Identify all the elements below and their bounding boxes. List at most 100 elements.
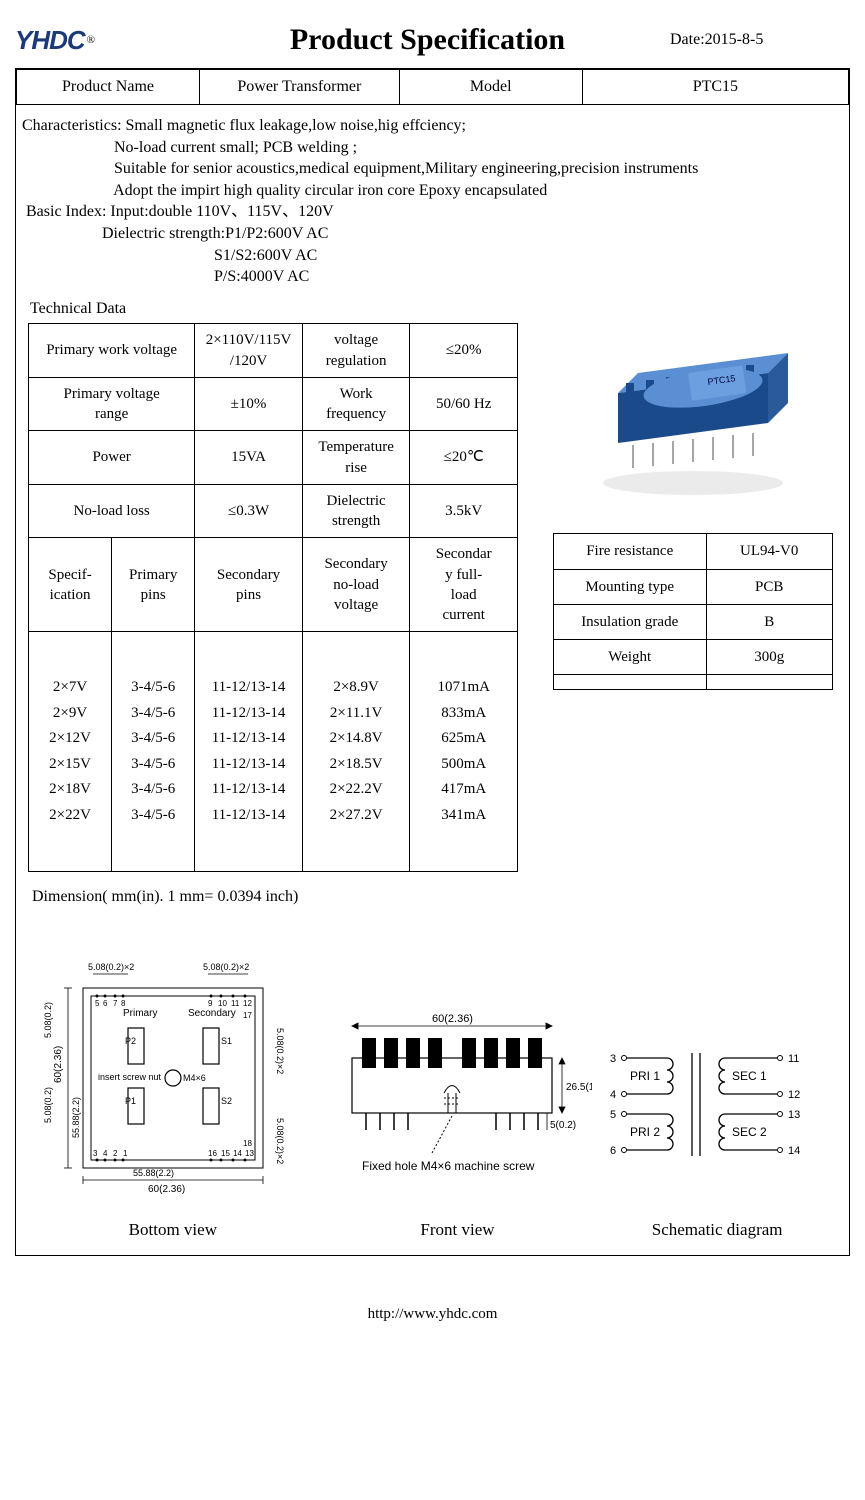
svg-text:13: 13 [245, 1149, 254, 1158]
svg-text:5.08(0.2)×2: 5.08(0.2)×2 [203, 962, 249, 972]
table-row: Primary voltage range ±10% Work frequenc… [29, 377, 518, 431]
date: Date:2015-8-5 [670, 31, 850, 49]
product-name-value: Power Transformer [200, 70, 400, 105]
cell: Temperature rise [302, 431, 410, 485]
blank-label [553, 675, 706, 690]
front-caption: Front view [322, 1219, 592, 1242]
dielectric1: Dielectric strength:P1/P2:600V AC [22, 223, 843, 245]
svg-text:5: 5 [610, 1109, 616, 1121]
dielectric3: P/S:4000V AC [22, 266, 843, 288]
tech-table: Primary work voltage 2×110V/115V /120V v… [28, 323, 518, 872]
insul-label: Insulation grade [553, 604, 706, 639]
svg-text:insert screw nut: insert screw nut [98, 1072, 162, 1082]
insul-value: B [706, 604, 832, 639]
table-row [553, 675, 832, 690]
svg-text:5: 5 [95, 999, 100, 1008]
svg-text:55.88(2.2): 55.88(2.2) [71, 1097, 81, 1138]
svg-text:4: 4 [103, 1149, 108, 1158]
cell: Primary work voltage [29, 324, 195, 378]
svg-text:18: 18 [243, 1139, 252, 1148]
cell: 11-12/13-14 11-12/13-14 11-12/13-14 11-1… [195, 632, 303, 872]
svg-text:12: 12 [788, 1089, 800, 1101]
svg-text:Fixed hole M4×6 machine screw: Fixed hole M4×6 machine screw [362, 1159, 535, 1173]
svg-text:5.08(0.2): 5.08(0.2) [43, 1002, 53, 1038]
svg-text:PRI 2: PRI 2 [630, 1125, 660, 1139]
side-column: PTC15 [542, 323, 843, 690]
cell: 15VA [195, 431, 303, 485]
cell: Primary voltage range [29, 377, 195, 431]
svg-text:Secondary: Secondary [188, 1008, 236, 1019]
svg-text:10: 10 [218, 999, 227, 1008]
model-label: Model [399, 70, 582, 105]
svg-text:17: 17 [243, 1011, 252, 1020]
svg-text:11: 11 [788, 1053, 799, 1065]
svg-text:S2: S2 [221, 1096, 232, 1106]
svg-text:11: 11 [231, 999, 240, 1008]
svg-text:5.08(0.2)×2: 5.08(0.2)×2 [275, 1028, 285, 1074]
cell: ±10% [195, 377, 303, 431]
date-label: Date: [670, 31, 705, 48]
svg-text:14: 14 [788, 1145, 800, 1157]
table-row: Fire resistance UL94-V0 [553, 534, 832, 569]
cell: Secondar y full- load current [410, 538, 518, 632]
cell: Secondary pins [195, 538, 303, 632]
char-label: Characteristics: [22, 117, 122, 134]
svg-text:9: 9 [208, 999, 213, 1008]
cell: 50/60 Hz [410, 377, 518, 431]
cell: 2×8.9V 2×11.1V 2×14.8V 2×18.5V 2×22.2V 2… [302, 632, 410, 872]
product-name-label: Product Name [17, 70, 200, 105]
svg-text:P1: P1 [125, 1096, 136, 1106]
svg-text:5(0.2): 5(0.2) [550, 1120, 576, 1131]
cell: 3-4/5-6 3-4/5-6 3-4/5-6 3-4/5-6 3-4/5-6 … [112, 632, 195, 872]
table-row: Power 15VA Temperature rise ≤20℃ [29, 431, 518, 485]
cell: Work frequency [302, 377, 410, 431]
char-line4: Adopt the impirt high quality circular i… [22, 180, 843, 202]
header: YHDC ® Product Specification Date:2015-8… [15, 20, 850, 60]
dielectric2: S1/S2:600V AC [22, 245, 843, 267]
weight-label: Weight [553, 640, 706, 675]
cell: Primary pins [112, 538, 195, 632]
front-view: 60(2.36) 26.5(1.04) 5(0.2) Fixed hole M4… [322, 998, 592, 1242]
properties-table: Fire resistance UL94-V0 Mounting type PC… [553, 533, 833, 690]
cell: Power [29, 431, 195, 485]
svg-text:PRI 1: PRI 1 [630, 1069, 660, 1083]
date-value: 2015-8-5 [705, 31, 764, 48]
svg-text:Primary: Primary [123, 1008, 157, 1019]
fire-value: UL94-V0 [706, 534, 832, 569]
svg-text:8: 8 [121, 999, 126, 1008]
svg-text:55.88(2.2): 55.88(2.2) [133, 1168, 174, 1178]
cell: ≤20℃ [410, 431, 518, 485]
table-row: Specif- ication Primary pins Secondary p… [29, 538, 518, 632]
svg-text:1: 1 [123, 1149, 128, 1158]
svg-text:60(2.36): 60(2.36) [148, 1184, 185, 1195]
technical-data-label: Technical Data [30, 298, 843, 320]
schematic-caption: Schematic diagram [602, 1219, 832, 1242]
svg-text:60(2.36): 60(2.36) [432, 1013, 473, 1025]
svg-text:60(2.36): 60(2.36) [53, 1046, 64, 1083]
cell: ≤0.3W [195, 484, 303, 538]
cell: Secondary no-load voltage [302, 538, 410, 632]
cell: ≤20% [410, 324, 518, 378]
svg-text:M4×6: M4×6 [183, 1073, 206, 1083]
svg-text:5.08(0.2)×2: 5.08(0.2)×2 [275, 1118, 285, 1164]
cell: Dielectric strength [302, 484, 410, 538]
page: YHDC ® Product Specification Date:2015-8… [0, 0, 865, 1333]
svg-text:7: 7 [113, 999, 118, 1008]
svg-text:4: 4 [610, 1089, 616, 1101]
table-row: 2×7V 2×9V 2×12V 2×15V 2×18V 2×22V 3-4/5-… [29, 632, 518, 872]
table-row: No-load loss ≤0.3W Dielectric strength 3… [29, 484, 518, 538]
page-title: Product Specification [185, 23, 670, 57]
svg-text:16: 16 [208, 1149, 217, 1158]
cell: 2×7V 2×9V 2×12V 2×15V 2×18V 2×22V [29, 632, 112, 872]
cell: No-load loss [29, 484, 195, 538]
basic-index: Basic Index: Input:double 110V、115V、120V [22, 201, 843, 223]
dimension-label: Dimension( mm(in). 1 mm= 0.0394 inch) [32, 886, 843, 908]
table-row: Insulation grade B [553, 604, 832, 639]
cell: 3.5kV [410, 484, 518, 538]
char-line1: Small magnetic flux leakage,low noise,hi… [122, 117, 466, 134]
bottom-view: P2 P1 S1 S2 Primary Secondary insert scr… [33, 948, 313, 1242]
product-image: PTC15 [578, 333, 808, 503]
fire-label: Fire resistance [553, 534, 706, 569]
svg-text:6: 6 [610, 1145, 616, 1157]
footer-url: http://www.yhdc.com [15, 1306, 850, 1323]
